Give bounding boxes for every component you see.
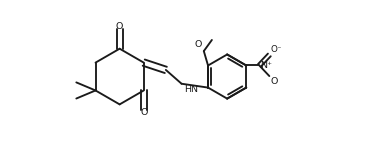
Text: O: O	[116, 22, 123, 31]
Text: O⁻: O⁻	[270, 45, 282, 54]
Text: N⁺: N⁺	[260, 61, 272, 70]
Text: O: O	[195, 40, 202, 49]
Text: HN: HN	[184, 84, 198, 93]
Text: O: O	[270, 77, 278, 86]
Text: O: O	[140, 108, 147, 117]
